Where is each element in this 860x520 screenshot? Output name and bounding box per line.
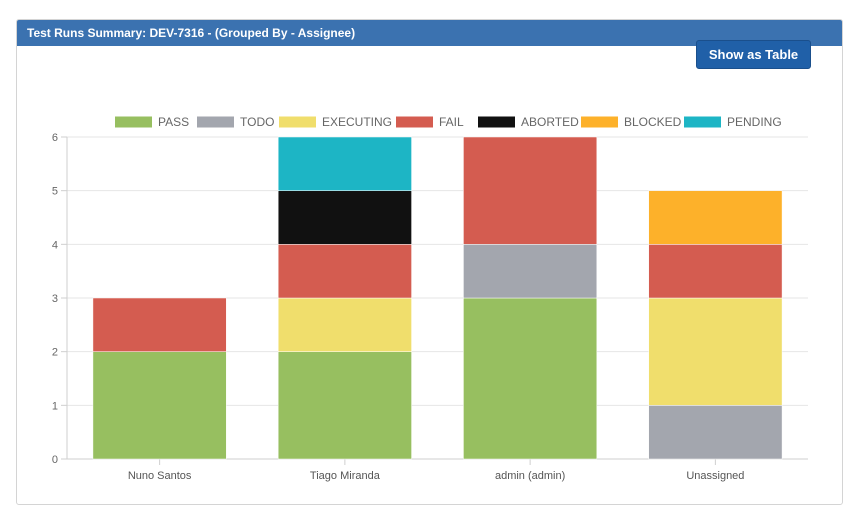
panel-title: Test Runs Summary: DEV-7316 - (Grouped B… (17, 20, 842, 46)
legend-swatch-executing[interactable] (279, 116, 316, 128)
bar-unassigned-executing[interactable] (648, 297, 783, 406)
legend-swatch-aborted[interactable] (478, 116, 515, 128)
legend-swatch-pass[interactable] (115, 116, 152, 128)
bar-tiago-miranda-pass[interactable] (277, 351, 412, 460)
bar-unassigned-blocked[interactable] (648, 190, 783, 245)
bar-nuno-santos-fail[interactable] (92, 297, 227, 352)
x-tick-label: Nuno Santos (128, 470, 192, 482)
legend-label-pass[interactable]: PASS (158, 115, 189, 129)
bar-unassigned-todo[interactable] (648, 405, 783, 460)
legend-label-todo[interactable]: TODO (240, 115, 274, 129)
bar-tiago-miranda-fail[interactable] (277, 244, 412, 299)
y-tick-label: 5 (52, 186, 58, 198)
bar-tiago-miranda-aborted[interactable] (277, 190, 412, 245)
bar-nuno-santos-pass[interactable] (92, 351, 227, 460)
bar-admin-admin-fail[interactable] (463, 136, 598, 245)
y-tick-label: 0 (52, 454, 58, 466)
bar-tiago-miranda-executing[interactable] (277, 297, 412, 352)
y-tick-label: 1 (52, 400, 58, 412)
y-tick-label: 4 (52, 239, 58, 251)
legend-swatch-blocked[interactable] (581, 116, 618, 128)
x-tick-label: admin (admin) (495, 470, 565, 482)
legend-label-fail[interactable]: FAIL (439, 115, 464, 129)
legend-swatch-todo[interactable] (197, 116, 234, 128)
bar-tiago-miranda-pending[interactable] (277, 136, 412, 191)
legend-label-blocked[interactable]: BLOCKED (624, 115, 682, 129)
x-tick-label: Tiago Miranda (310, 470, 381, 482)
bar-unassigned-fail[interactable] (648, 244, 783, 299)
y-tick-label: 3 (52, 293, 58, 305)
x-tick-label: Unassigned (686, 470, 744, 482)
y-tick-label: 6 (52, 132, 58, 144)
legend-swatch-pending[interactable] (684, 116, 721, 128)
legend-label-aborted[interactable]: ABORTED (521, 115, 579, 129)
legend-swatch-fail[interactable] (396, 116, 433, 128)
legend-label-pending[interactable]: PENDING (727, 115, 782, 129)
legend-label-executing[interactable]: EXECUTING (322, 115, 392, 129)
bar-admin-admin-todo[interactable] (463, 244, 598, 299)
y-tick-label: 2 (52, 347, 58, 359)
show-as-table-button[interactable]: Show as Table (696, 40, 811, 69)
bar-admin-admin-pass[interactable] (463, 297, 598, 460)
